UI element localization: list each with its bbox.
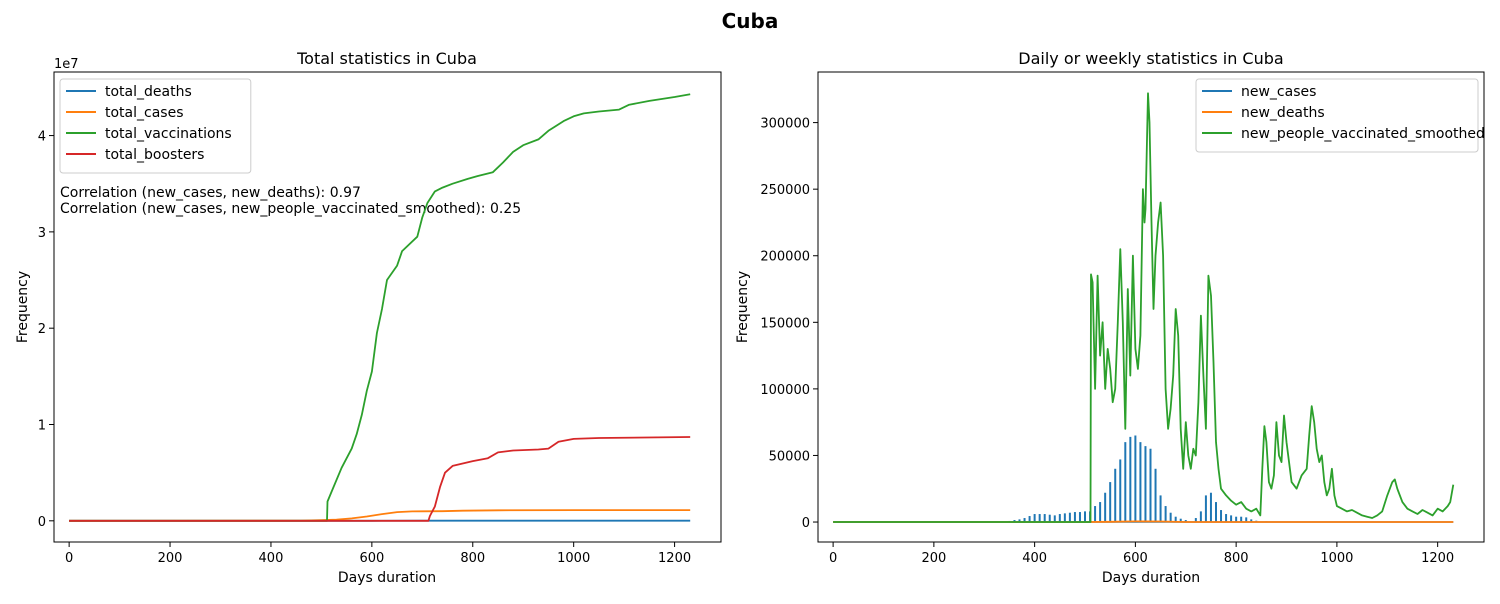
- y-tick-label: 3: [38, 226, 46, 241]
- x-axis-label: Days duration: [338, 570, 436, 586]
- x-tick-label: 0: [829, 551, 837, 566]
- series-new-cases: [833, 435, 1453, 522]
- legend: new_cases new_deaths new_people_vaccinated…: [1196, 79, 1485, 152]
- legend-label: total_boosters: [105, 147, 204, 163]
- y-tick-label: 300000: [760, 117, 810, 132]
- daily-statistics-chart: Daily or weekly statistics in Cuba Days …: [735, 49, 1485, 586]
- y-tick-label: 50000: [769, 449, 810, 464]
- series-total-cases: [69, 510, 690, 521]
- y-tick-label: 100000: [760, 383, 810, 398]
- x-tick-label: 0: [65, 551, 73, 566]
- y-tick-label: 0: [38, 515, 46, 530]
- x-tick-label: 200: [158, 551, 183, 566]
- series-total-boosters: [69, 437, 690, 521]
- series-new-people-vaccinated-smoothed: [833, 93, 1453, 522]
- y-tick-label: 150000: [760, 316, 810, 331]
- legend-label: total_deaths: [105, 84, 192, 100]
- x-tick-label: 1000: [557, 551, 590, 566]
- y-tick-label: 4: [38, 130, 46, 145]
- legend-label: new_cases: [1241, 84, 1316, 100]
- correlation-annotation: Correlation (new_cases, new_deaths): 0.9…: [60, 185, 361, 201]
- correlation-annotation: Correlation (new_cases, new_people_vacci…: [60, 201, 521, 217]
- legend-label: new_people_vaccinated_smoothed: [1241, 126, 1485, 142]
- y-tick-label: 200000: [760, 250, 810, 265]
- x-tick-label: 600: [359, 551, 384, 566]
- figure-title: Cuba: [722, 9, 779, 33]
- y-offset-label: 1e7: [54, 57, 79, 72]
- x-tick-label: 200: [921, 551, 946, 566]
- y-tick-label: 250000: [760, 183, 810, 198]
- legend-label: new_deaths: [1241, 105, 1325, 121]
- y-axis-label: Frequency: [15, 271, 31, 343]
- y-tick-label: 1: [38, 419, 46, 434]
- x-tick-label: 1200: [658, 551, 691, 566]
- x-tick-label: 400: [259, 551, 284, 566]
- legend-label: total_cases: [105, 105, 184, 121]
- y-tick-label: 0: [802, 516, 810, 531]
- x-tick-label: 1000: [1320, 551, 1353, 566]
- x-tick-label: 800: [1224, 551, 1249, 566]
- legend: total_deaths total_cases total_vaccination…: [60, 79, 251, 173]
- legend-label: total_vaccinations: [105, 126, 232, 142]
- x-tick-label: 400: [1022, 551, 1047, 566]
- chart-title: Total statistics in Cuba: [296, 49, 477, 68]
- plot-area: [833, 93, 1453, 522]
- x-tick-label: 1200: [1421, 551, 1454, 566]
- y-tick-label: 2: [38, 322, 46, 337]
- y-axis-label: Frequency: [735, 271, 751, 343]
- x-tick-label: 600: [1123, 551, 1148, 566]
- chart-title: Daily or weekly statistics in Cuba: [1018, 49, 1283, 68]
- x-tick-label: 800: [460, 551, 485, 566]
- total-statistics-chart: Total statistics in Cuba Days duration F…: [15, 49, 721, 586]
- x-axis-label: Days duration: [1102, 570, 1200, 586]
